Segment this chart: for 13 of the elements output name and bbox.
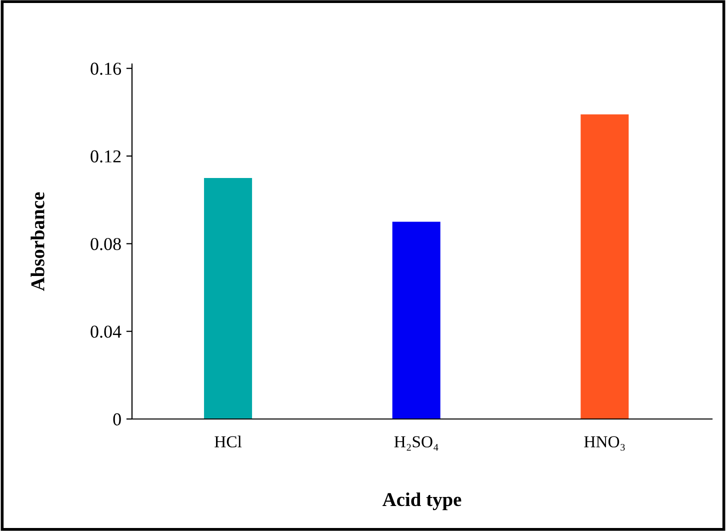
y-tick-label: 0.08 bbox=[90, 238, 121, 250]
y-tick-label: 0.12 bbox=[90, 150, 121, 163]
bar bbox=[204, 178, 252, 419]
y-tick-label: 0.16 bbox=[90, 62, 122, 75]
x-tick-label: HNO₃ bbox=[584, 436, 625, 451]
y-axis-title: Absorbance bbox=[30, 192, 44, 292]
y-tick-label: 0 bbox=[113, 413, 121, 426]
y-tick-label: 0.04 bbox=[90, 326, 122, 338]
x-tick-label: HCl bbox=[214, 436, 242, 448]
bar bbox=[392, 222, 440, 419]
bar bbox=[580, 114, 629, 419]
x-axis-title: Acid type bbox=[382, 492, 462, 510]
x-tick-label: H₂SO₄ bbox=[394, 436, 438, 451]
